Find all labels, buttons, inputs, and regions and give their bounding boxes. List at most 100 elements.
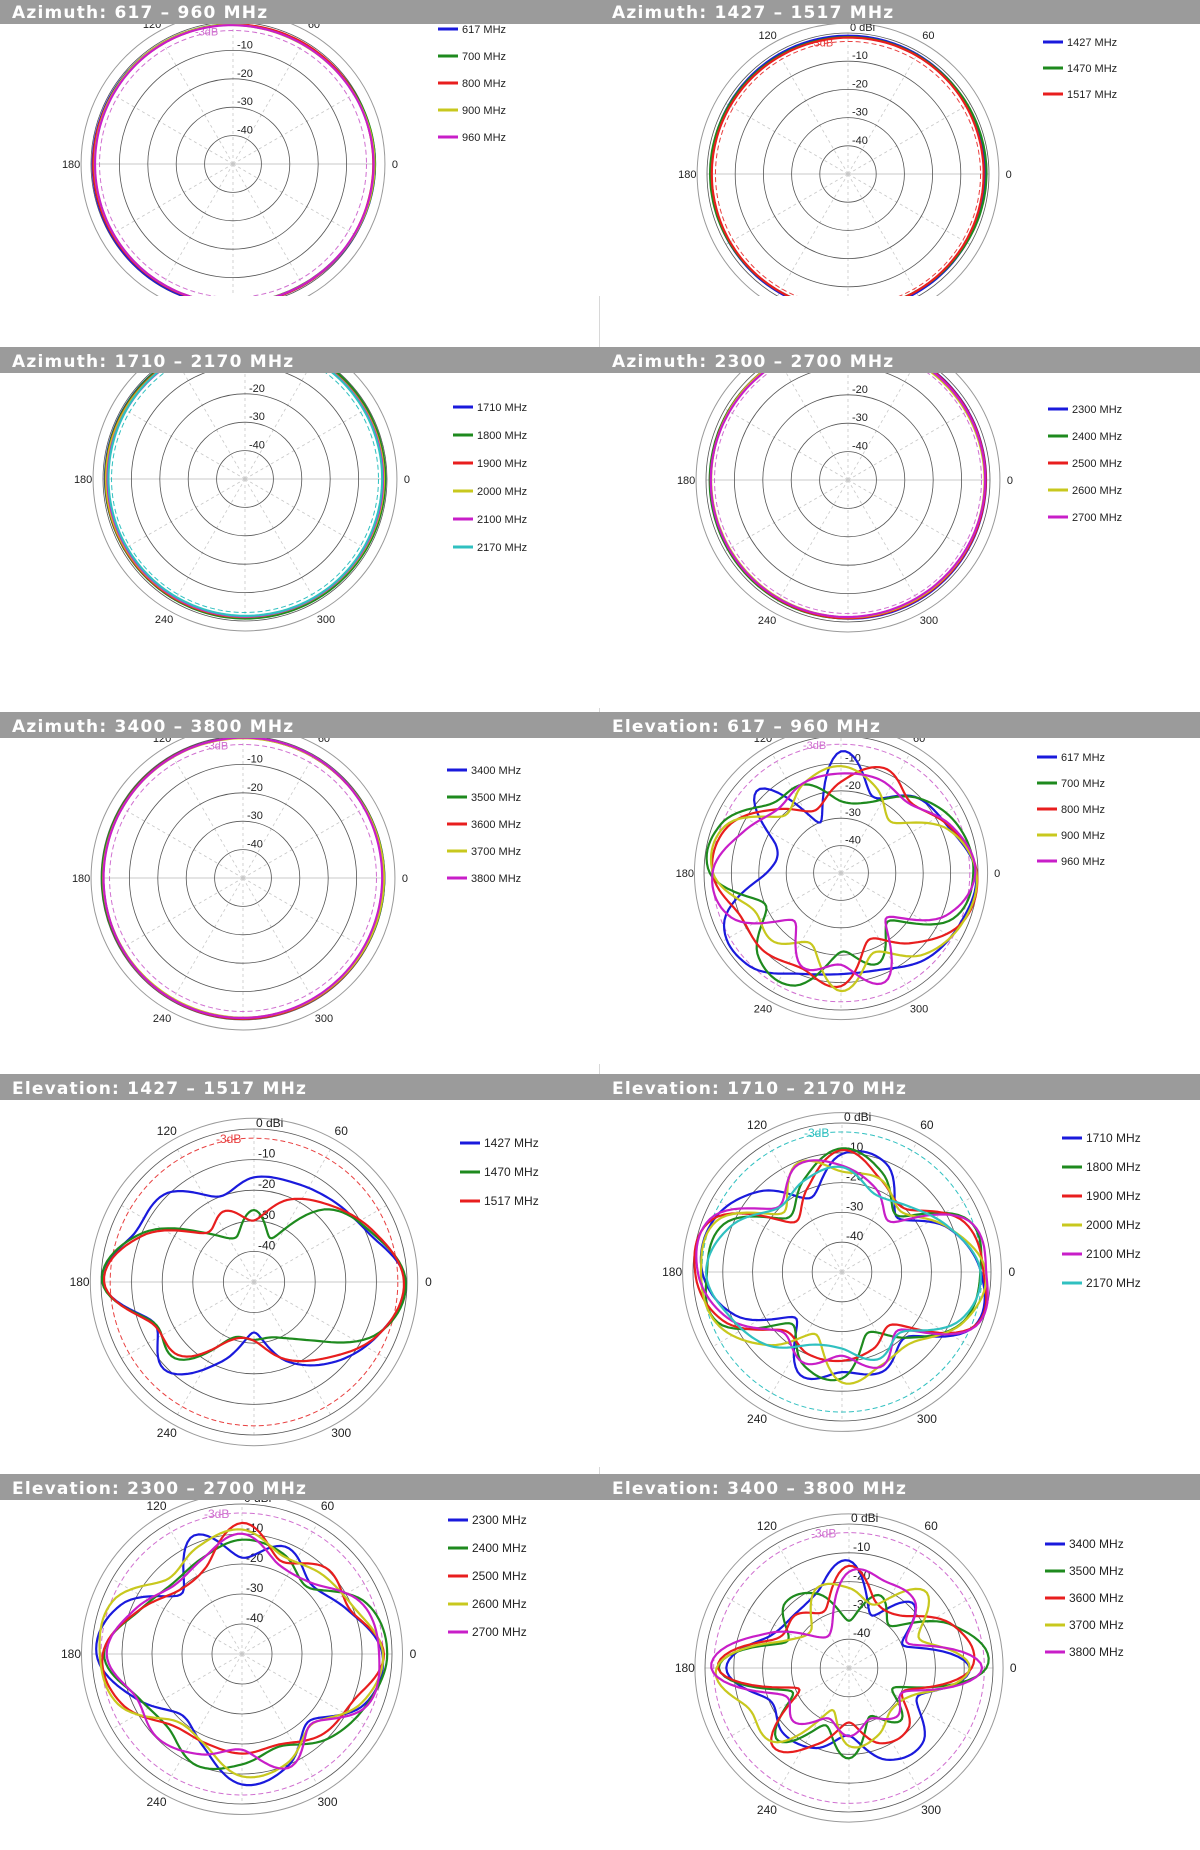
ref-3db-ring [714,40,982,296]
radial-gridline [111,1578,243,1655]
series-line [93,24,375,296]
rtick-label: -10 [247,753,263,765]
radial-gridline [241,1653,318,1785]
panel-title: Elevation: 3400 – 3800 MHz [600,1474,1200,1500]
angle-label: 300 [331,1426,351,1440]
angle-label: 0 [410,1647,417,1661]
angle-label: 0 [1010,1661,1017,1675]
radial-gridline [847,173,919,296]
series-line [704,1147,983,1382]
elevation-1427-1517-panel: Elevation: 1427 – 1517 MHz 0 dBi -10 -20 -3… [0,1074,600,1467]
series-traces [91,24,377,296]
angle-label: 300 [917,1412,937,1426]
legend-label: 1517 MHz [484,1194,539,1208]
rtick-label: -30 [246,1581,264,1595]
angle-label: 0 [402,873,408,885]
legend: 1427 MHz 1470 MHz 1517 MHz [460,1136,539,1208]
angle-label: 120 [153,738,171,745]
rtick-label: -40 [247,839,263,851]
legend-label: 900 MHz [1061,830,1105,842]
series-line [711,772,977,986]
legend-label: 1470 MHz [484,1165,539,1179]
radial-gridline [847,479,920,604]
legend-label: 2100 MHz [1086,1247,1141,1261]
angle-label: 240 [153,1013,171,1025]
ring-gridline [157,792,329,964]
outer-ring [90,738,396,1031]
ring-gridline [762,1581,936,1755]
elevation-3400-3800-panel: Elevation: 3400 – 3800 MHz 0 dBi -10 -20 -3… [600,1474,1200,1850]
angle-label: 240 [754,1003,772,1015]
panel-title: Elevation: 617 – 960 MHz [600,712,1200,738]
elevation-2300-2700-panel: Elevation: 2300 – 2700 MHz 0 dBi-10-20-3… [0,1474,600,1850]
radial-gridline [109,163,234,236]
series-line [710,36,985,296]
rtick-label: 0 dBi [850,24,875,34]
ring-gridline [222,1250,285,1313]
radial-gridline [161,163,234,288]
ref-3db-label: -3dB [204,1507,229,1521]
series-line [103,373,387,619]
radial-gridline [177,1149,255,1283]
ring-gridline [758,790,924,956]
angle-label: 300 [920,615,938,627]
angle-label: 300 [315,1013,333,1025]
azimuth-617-960-panel: Azimuth: 617 – 960 MHz 0 dBi-10-20-30-40… [0,0,600,296]
radial-gridline [177,1281,255,1415]
ring-gridline [819,451,877,509]
legend-label: 2170 MHz [477,542,527,554]
radial-gridline [166,1523,243,1655]
legend-label: 3400 MHz [471,765,521,777]
outer-ring [696,24,1000,296]
radial-gridline [244,478,369,551]
angle-label: 240 [146,1795,166,1809]
ring-gridline [785,817,897,929]
radial-gridline [847,479,972,552]
ring-gridline [175,106,291,222]
legend-label: 2100 MHz [477,514,527,526]
ring-gridline [204,135,262,193]
column-divider [599,1467,600,1474]
legend-label: 2700 MHz [1072,512,1122,524]
rtick-label: -40 [852,441,868,453]
angle-label: 60 [920,1118,934,1132]
angle-label: 240 [155,614,173,626]
ring-gridline [161,1189,347,1375]
legend-label: 2400 MHz [1072,431,1122,443]
series-line [710,1568,984,1738]
outer-ring [92,373,398,632]
radial-gridline [777,51,849,175]
ref-3db-ring [111,373,379,613]
ring-gridline [705,373,991,623]
column-divider [599,708,600,712]
legend-label: 2400 MHz [472,1541,527,1555]
radial-gridline [725,173,849,245]
radial-gridline [253,1149,331,1283]
series-traces [103,373,387,620]
legend-label: 2500 MHz [1072,458,1122,470]
angle-label: 120 [754,738,772,745]
ring-gridline [131,373,359,593]
angle-label: 120 [143,24,161,31]
ref-3db-label: -3dB [216,1132,241,1146]
angle-label: 180 [662,1265,682,1279]
legend-label: 960 MHz [1061,856,1105,868]
ref-3db-ring [701,1131,983,1413]
radial-gridline [772,872,842,992]
radial-gridline [724,408,849,481]
rtick-label: -40 [845,835,861,847]
rtick-label: -30 [852,412,868,424]
radial-gridline [242,877,367,950]
angle-label: 180 [678,169,696,181]
series-line [705,783,975,987]
polar-chart: 0 dBi-10-20-30-40-3dB0601201802403002300… [61,1500,527,1815]
polar-chart: 0 dBi-10-20-30-40-3dB0601201802403001427… [678,24,1117,296]
ring-gridline [214,849,272,907]
series-line [716,1564,976,1754]
